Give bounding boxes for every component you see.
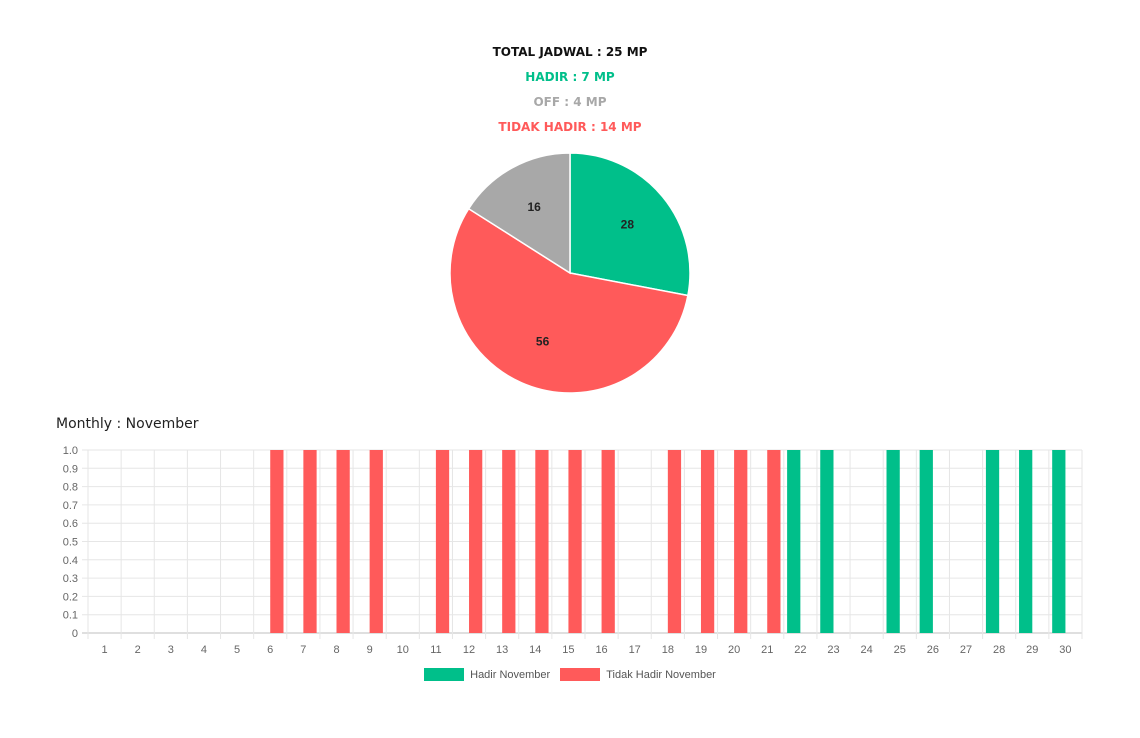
pie-slice-label-0: 28 — [621, 218, 635, 232]
x-tick-label: 24 — [861, 644, 873, 656]
x-tick-label: 8 — [333, 644, 339, 656]
total-schedule-text: TOTAL JADWAL : 25 MP — [492, 45, 648, 59]
x-tick-label: 29 — [1026, 644, 1038, 656]
x-tick-label: 27 — [960, 644, 972, 656]
present-count-text: HADIR : 7 MP — [525, 70, 615, 84]
bar-tidak-hadir-day-18[interactable] — [667, 450, 682, 633]
bar-hadir-day-25[interactable] — [886, 450, 900, 633]
x-tick-label: 26 — [927, 644, 939, 656]
y-tick-label: 0.4 — [63, 555, 78, 567]
bar-hadir-day-26[interactable] — [919, 450, 933, 633]
legend-item-hadir[interactable]: Hadir November — [424, 668, 550, 681]
x-tick-label: 15 — [562, 644, 574, 656]
legend-swatch-hadir — [424, 668, 465, 681]
pie-slice-label-2: 16 — [527, 200, 541, 214]
attendance-summary: TOTAL JADWAL : 25 MP HADIR : 7 MP OFF : … — [0, 42, 1140, 142]
bar-chart-legend: Hadir November Tidak Hadir November — [0, 668, 1140, 681]
x-tick-label: 19 — [695, 644, 707, 656]
x-tick-label: 9 — [367, 644, 373, 656]
x-tick-label: 28 — [993, 644, 1005, 656]
pie-slice-0[interactable] — [569, 152, 691, 297]
x-tick-label: 2 — [135, 644, 141, 656]
x-tick-label: 22 — [794, 644, 806, 656]
x-tick-label: 18 — [662, 644, 674, 656]
y-tick-label: 0.3 — [63, 573, 78, 585]
legend-label-hadir: Hadir November — [470, 668, 551, 681]
x-tick-label: 11 — [430, 644, 441, 656]
x-tick-label: 4 — [201, 644, 207, 656]
bar-hadir-day-30[interactable] — [1052, 450, 1066, 633]
off-count-text: OFF : 4 MP — [533, 95, 607, 109]
bar-tidak-hadir-day-21[interactable] — [767, 450, 781, 633]
x-tick-label: 1 — [102, 644, 108, 656]
y-tick-label: 0.8 — [63, 482, 78, 494]
bar-tidak-hadir-day-13[interactable] — [502, 450, 516, 633]
x-tick-label: 23 — [827, 644, 839, 656]
pie-slice-1[interactable] — [449, 207, 689, 394]
attendance-pie-chart[interactable]: 28 56 16 — [440, 143, 700, 403]
bar-tidak-hadir-day-14[interactable] — [535, 450, 549, 633]
legend-item-tidak-hadir[interactable]: Tidak Hadir November — [560, 668, 716, 681]
x-tick-label: 3 — [168, 644, 174, 656]
x-tick-label: 5 — [234, 644, 240, 656]
bar-tidak-hadir-day-11[interactable] — [435, 450, 450, 633]
x-tick-label: 6 — [267, 644, 273, 656]
monthly-bar-chart[interactable]: 00.10.20.30.40.50.60.70.80.91.01 2 3 4 5 6 7 8 9… — [0, 440, 1140, 662]
legend-swatch-tidak-hadir — [560, 668, 601, 681]
y-tick-label: 0.6 — [63, 518, 78, 530]
y-tick-label: 0.1 — [63, 610, 78, 622]
bar-hadir-day-22[interactable] — [787, 450, 801, 633]
x-tick-label: 20 — [728, 644, 740, 656]
x-tick-label: 16 — [595, 644, 607, 656]
y-tick-label: 0 — [72, 628, 78, 640]
y-tick-label: 1.0 — [63, 445, 78, 457]
bar-tidak-hadir-day-6[interactable] — [270, 450, 284, 633]
bar-tidak-hadir-day-19[interactable] — [700, 450, 715, 633]
x-tick-label: 17 — [629, 644, 641, 656]
y-tick-label: 0.5 — [63, 537, 78, 549]
y-tick-label: 0.9 — [63, 463, 78, 475]
x-tick-label: 21 — [761, 644, 773, 656]
y-tick-label: 0.2 — [63, 591, 78, 603]
bar-tidak-hadir-day-20[interactable] — [734, 450, 748, 633]
bar-hadir-day-29[interactable] — [1019, 450, 1033, 633]
x-tick-label: 13 — [496, 644, 508, 656]
bar-tidak-hadir-day-16[interactable] — [601, 450, 615, 633]
bar-tidak-hadir-day-9[interactable] — [369, 450, 383, 633]
x-tick-label: 14 — [529, 644, 541, 656]
x-tick-label: 10 — [397, 644, 409, 656]
bar-tidak-hadir-day-7[interactable] — [303, 450, 317, 633]
x-tick-label: 25 — [894, 644, 906, 656]
pie-slice-2[interactable] — [467, 152, 571, 275]
bar-hadir-day-28[interactable] — [985, 450, 1000, 633]
absent-count-text: TIDAK HADIR : 14 MP — [498, 120, 642, 134]
bar-tidak-hadir-day-8[interactable] — [336, 450, 350, 633]
x-tick-label: 12 — [463, 644, 475, 656]
x-tick-label: 30 — [1059, 644, 1071, 656]
pie-slice-label-1: 56 — [536, 334, 550, 348]
monthly-chart-title: Monthly : November — [56, 416, 199, 432]
bar-tidak-hadir-day-15[interactable] — [568, 450, 582, 633]
y-tick-label: 0.7 — [63, 500, 78, 512]
bar-tidak-hadir-day-12[interactable] — [469, 450, 483, 633]
bar-hadir-day-23[interactable] — [820, 450, 834, 633]
legend-label-tidak-hadir: Tidak Hadir November — [606, 668, 716, 681]
x-tick-label: 7 — [300, 644, 306, 656]
